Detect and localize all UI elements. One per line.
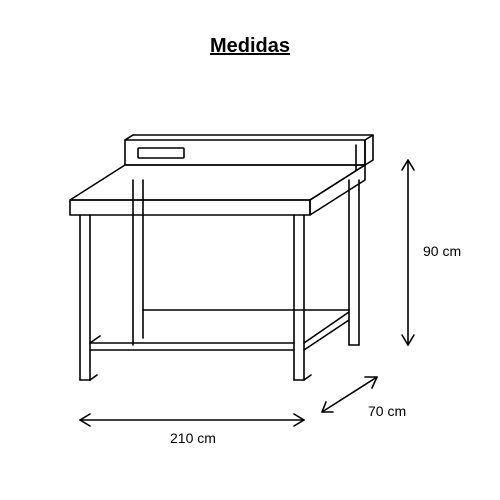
dimension-width-label: 210 cm [170, 430, 216, 446]
figure-container: Medidas [0, 0, 500, 500]
dimension-depth-label: 70 cm [368, 403, 406, 419]
dimension-height-label: 90 cm [423, 243, 461, 259]
